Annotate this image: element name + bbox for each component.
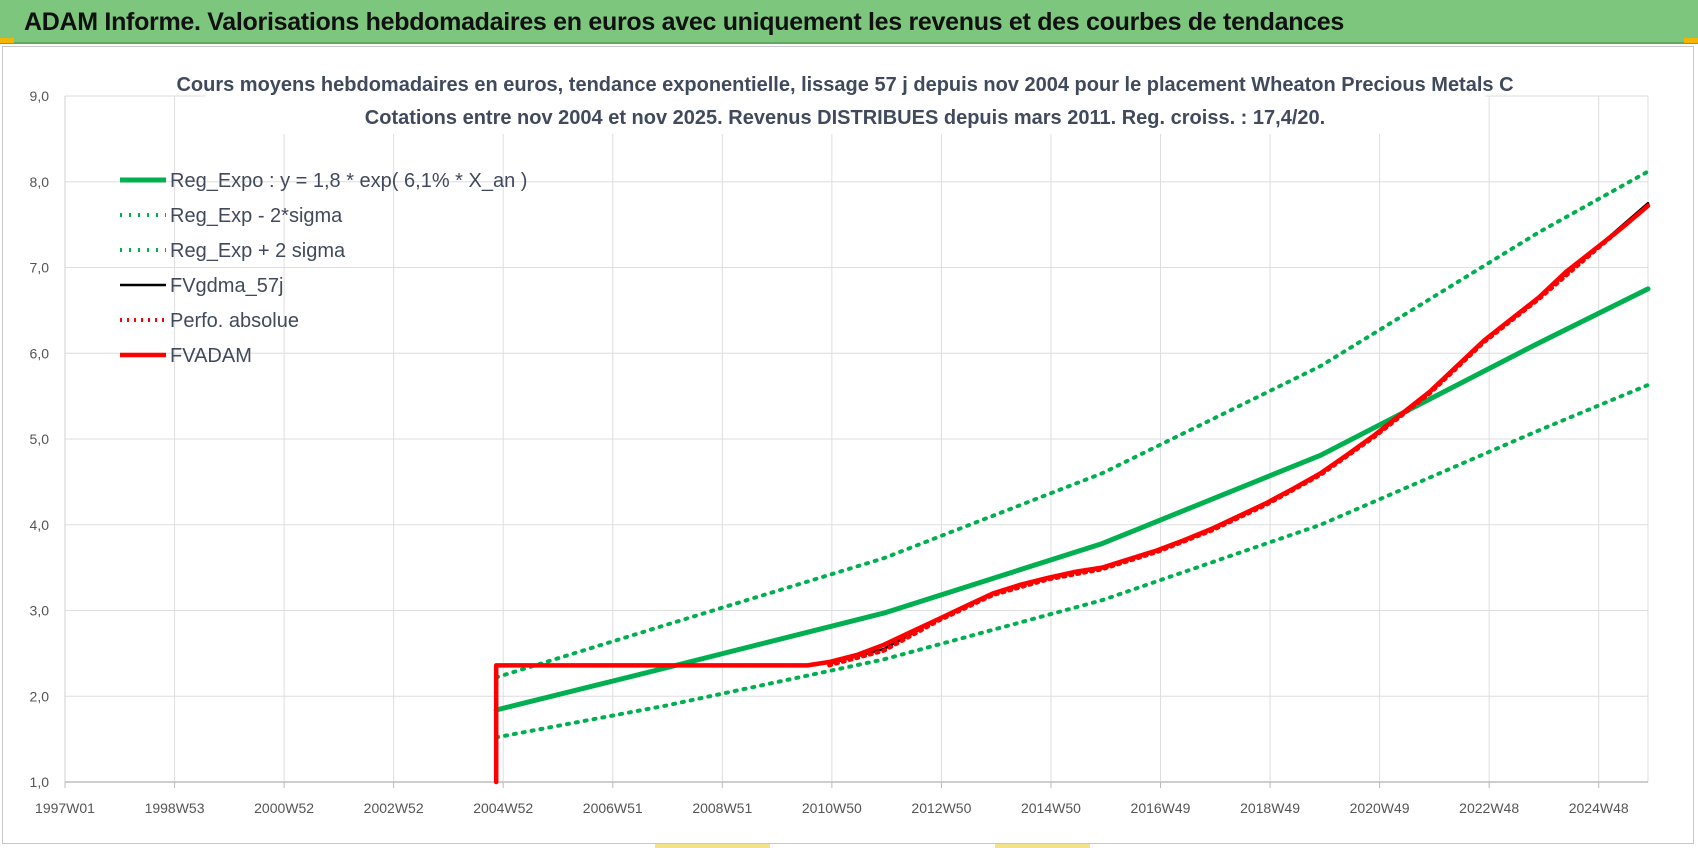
x-tick-label: 2018W49 <box>1240 800 1300 816</box>
series-line-3 <box>827 201 1650 665</box>
x-tick-label: 2016W49 <box>1131 800 1191 816</box>
x-tick-label: 2004W52 <box>473 800 533 816</box>
y-tick-label: 2,0 <box>30 688 50 704</box>
x-tick-label: 2008W51 <box>692 800 752 816</box>
series-line-4 <box>827 203 1650 668</box>
y-tick-label: 9,0 <box>30 88 50 104</box>
bottom-mark-2 <box>995 844 1090 848</box>
x-tick-label: 2012W50 <box>911 800 971 816</box>
series-line-0 <box>493 286 1651 713</box>
report-banner: ADAM Informe. Valorisations hebdomadaire… <box>0 0 1698 44</box>
x-tick-label: 2024W48 <box>1569 800 1629 816</box>
y-tick-label: 8,0 <box>30 174 50 190</box>
x-tick-label: 2000W52 <box>254 800 314 816</box>
report-title: ADAM Informe. Valorisations hebdomadaire… <box>24 8 1345 36</box>
legend-label-0: Reg_Expo : y = 1,8 * exp( 6,1% * X_an ) <box>170 170 527 192</box>
legend-label-1: Reg_Exp - 2*sigma <box>170 205 343 227</box>
corner-mark-right <box>1684 38 1698 43</box>
chart-subtitle: Cotations entre nov 2004 et nov 2025. Re… <box>365 107 1325 129</box>
series-line-5 <box>493 203 1651 785</box>
chart-frame <box>2 46 1694 844</box>
chart-title: Cours moyens hebdomadaires en euros, ten… <box>176 74 1513 96</box>
y-tick-label: 5,0 <box>30 431 50 447</box>
series-line-1 <box>494 383 1650 740</box>
bottom-mark-1 <box>655 844 770 848</box>
chart-grid <box>64 95 1649 788</box>
legend-label-3: FVgdma_57j <box>170 275 283 297</box>
y-tick-label: 6,0 <box>30 345 50 361</box>
y-tick-label: 1,0 <box>30 774 50 790</box>
x-tick-label: 2022W48 <box>1459 800 1519 816</box>
x-tick-label: 2020W49 <box>1350 800 1410 816</box>
x-tick-label: 1998W53 <box>145 800 205 816</box>
x-tick-label: 2002W52 <box>364 800 424 816</box>
x-tick-label: 1997W01 <box>35 800 95 816</box>
corner-mark-left <box>0 38 14 43</box>
legend-label-2: Reg_Exp + 2 sigma <box>170 240 346 262</box>
series-line-2 <box>494 169 1650 680</box>
legend-label-5: FVADAM <box>170 345 252 367</box>
x-axis-ticks: 1997W01 1998W53 2000W52 2002W52 2004W52 2006W… <box>35 800 1629 816</box>
x-tick-label: 2014W50 <box>1021 800 1081 816</box>
x-tick-label: 2010W50 <box>802 800 862 816</box>
title-background <box>205 64 1485 134</box>
y-tick-label: 3,0 <box>30 603 50 619</box>
chart-series <box>493 169 1651 785</box>
chart-legend: Reg_Expo : y = 1,8 * exp( 6,1% * X_an ) R… <box>120 170 527 367</box>
x-tick-label: 2006W51 <box>583 800 643 816</box>
y-axis-ticks: 1,0 2,0 3,0 4,0 5,0 6,0 7,0 8,0 9,0 <box>30 88 50 790</box>
y-tick-label: 4,0 <box>30 517 50 533</box>
legend-label-4: Perfo. absolue <box>170 310 299 332</box>
y-tick-label: 7,0 <box>30 260 50 276</box>
